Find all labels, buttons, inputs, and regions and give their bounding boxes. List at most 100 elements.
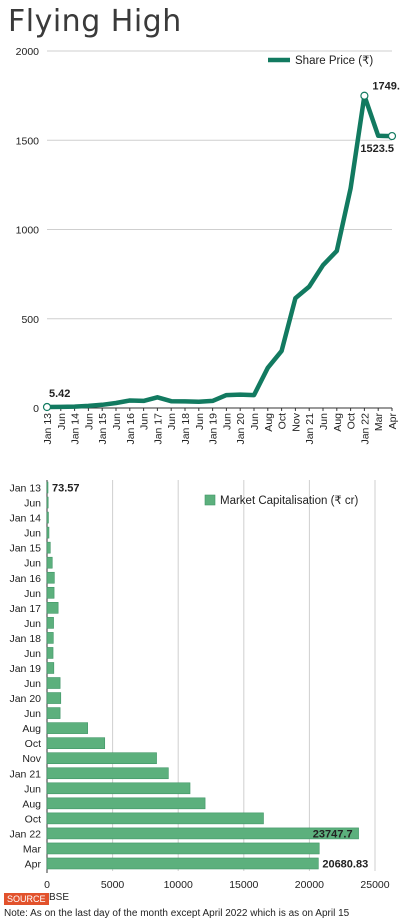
y-tick-label: Jan 22 bbox=[9, 828, 41, 840]
y-tick-label: Jun bbox=[24, 618, 41, 630]
x-tick-label: Jan 14 bbox=[70, 413, 82, 445]
x-tick-label: Jan 19 bbox=[208, 413, 220, 445]
y-tick-label: Jan 17 bbox=[9, 603, 41, 615]
x-tick-label: Jun bbox=[166, 413, 178, 430]
x-tick-label: Jan 16 bbox=[125, 413, 137, 445]
data-label: 23747.7 bbox=[313, 828, 353, 840]
y-tick-label: Jan 14 bbox=[9, 513, 41, 525]
bar bbox=[46, 617, 54, 629]
y-tick-label: Oct bbox=[25, 813, 41, 825]
x-tick-label: Jun bbox=[318, 413, 330, 430]
y-tick-label: Jun bbox=[24, 648, 41, 660]
x-tick-label: Jan 20 bbox=[235, 413, 247, 445]
x-tick-label: 10000 bbox=[164, 879, 193, 891]
data-label: 1523.5 bbox=[360, 143, 394, 155]
x-tick-label: Aug bbox=[263, 413, 275, 432]
market-cap-bar-chart: 0 5000 10000 15000 20000 25000 Jan 13 Jun Jan 14… bbox=[9, 480, 390, 891]
y-tick-label: 1500 bbox=[16, 135, 40, 147]
data-point-marker bbox=[387, 131, 397, 141]
bar bbox=[46, 647, 54, 659]
bar bbox=[46, 707, 61, 719]
x-tick-label: 25000 bbox=[360, 879, 389, 891]
y-tick-label: Jun bbox=[24, 528, 41, 540]
bar bbox=[46, 632, 54, 644]
x-tick-label: Jan 17 bbox=[152, 413, 164, 445]
x-tick-label: Aug bbox=[332, 413, 344, 432]
y-tick-label: Jan 19 bbox=[9, 663, 41, 675]
bar bbox=[46, 782, 191, 795]
x-tick-label: Oct bbox=[346, 413, 358, 429]
bar bbox=[46, 737, 106, 749]
bar bbox=[46, 556, 53, 569]
bar bbox=[46, 842, 320, 855]
x-tick-label: Apr bbox=[387, 413, 399, 430]
x-tick-label: 20000 bbox=[295, 879, 324, 891]
y-tick-label: Jan 15 bbox=[9, 543, 41, 555]
bar bbox=[46, 481, 49, 494]
y-tick-label: 2000 bbox=[16, 46, 40, 58]
y-tick-label: Jun bbox=[24, 708, 41, 720]
x-tick-label: 0 bbox=[44, 879, 50, 891]
bar bbox=[46, 722, 88, 734]
data-label: 5.42 bbox=[49, 388, 70, 400]
source-text: BSE bbox=[49, 892, 70, 903]
x-tick-label: Jun bbox=[111, 413, 123, 430]
bar bbox=[46, 767, 169, 780]
x-tick-label: Jun bbox=[194, 413, 206, 430]
data-label: 1749.5 bbox=[372, 81, 400, 93]
page-title: Flying High bbox=[8, 4, 182, 39]
bar bbox=[46, 692, 62, 704]
y-tick-label: Jan 20 bbox=[9, 693, 41, 705]
y-tick-label: Jun bbox=[24, 588, 41, 600]
bar bbox=[46, 496, 49, 509]
y-tick-label: Nov bbox=[22, 753, 41, 765]
bar bbox=[46, 827, 359, 840]
bar bbox=[46, 602, 59, 614]
y-tick-label: 500 bbox=[21, 314, 39, 326]
x-tick-label: Jan 15 bbox=[97, 413, 109, 445]
footnote: Note: As on the last day of the month ex… bbox=[4, 908, 350, 919]
y-tick-label: Aug bbox=[22, 723, 41, 735]
bar bbox=[46, 526, 50, 539]
y-tick-label: Jan 21 bbox=[9, 768, 41, 780]
bar bbox=[46, 752, 157, 765]
x-tick-label: 15000 bbox=[229, 879, 258, 891]
bar bbox=[46, 857, 319, 870]
x-tick-label: Jan 22 bbox=[359, 413, 371, 445]
y-tick-label: 1000 bbox=[16, 225, 40, 237]
data-point-marker bbox=[42, 402, 52, 412]
legend-label: Share Price (₹) bbox=[295, 55, 373, 67]
x-tick-label: Jan 13 bbox=[42, 413, 54, 445]
bar bbox=[46, 677, 61, 689]
bar bbox=[46, 797, 206, 810]
bar bbox=[46, 571, 55, 584]
bar bbox=[46, 586, 55, 599]
data-label: 73.57 bbox=[52, 483, 80, 495]
legend-swatch bbox=[204, 494, 216, 506]
x-tick-label: Jun bbox=[249, 413, 261, 430]
y-tick-label: Jun bbox=[24, 498, 41, 510]
y-tick-label: Jun bbox=[24, 558, 41, 570]
legend-label: Market Capitalisation (₹ cr) bbox=[220, 495, 358, 507]
x-tick-label: Jan 18 bbox=[180, 413, 192, 445]
x-tick-label: Jun bbox=[221, 413, 233, 430]
y-tick-label: Aug bbox=[22, 798, 41, 810]
bar bbox=[46, 541, 51, 554]
source-badge: SOURCE bbox=[4, 893, 49, 905]
bar bbox=[46, 662, 55, 674]
bar bbox=[46, 812, 264, 825]
x-tick-label: 5000 bbox=[101, 879, 125, 891]
x-tick-label: Jun bbox=[83, 413, 95, 430]
data-point-marker bbox=[360, 91, 369, 100]
bar bbox=[46, 511, 49, 524]
x-tick-label: Jan 21 bbox=[304, 413, 316, 445]
y-tick-label: 0 bbox=[33, 403, 39, 415]
y-tick-label: Jan 18 bbox=[9, 633, 41, 645]
x-tick-label: Jun bbox=[139, 413, 151, 430]
y-tick-label: Jan 16 bbox=[9, 573, 41, 585]
y-tick-label: Apr bbox=[25, 858, 42, 870]
data-label: 20680.83 bbox=[322, 858, 368, 870]
x-tick-label: Mar bbox=[373, 413, 385, 432]
x-tick-label: Nov bbox=[290, 412, 302, 431]
